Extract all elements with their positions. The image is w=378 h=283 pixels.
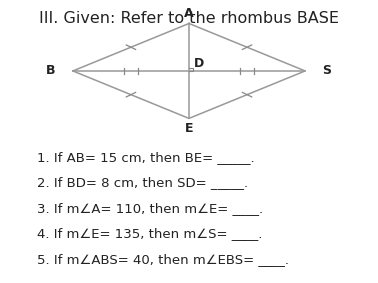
Text: 1. If AB= 15 cm, then BE= _____.: 1. If AB= 15 cm, then BE= _____. <box>37 151 254 164</box>
Text: 4. If m∠E= 135, then m∠S= ____.: 4. If m∠E= 135, then m∠S= ____. <box>37 227 262 240</box>
Text: 3. If m∠A= 110, then m∠E= ____.: 3. If m∠A= 110, then m∠E= ____. <box>37 202 263 215</box>
Text: A: A <box>184 7 194 20</box>
Text: B: B <box>46 65 56 78</box>
Text: 2. If BD= 8 cm, then SD= _____.: 2. If BD= 8 cm, then SD= _____. <box>37 176 248 189</box>
Text: E: E <box>185 122 193 135</box>
Text: III. Given: Refer to the rhombus BASE: III. Given: Refer to the rhombus BASE <box>39 11 339 26</box>
Text: S: S <box>322 65 332 78</box>
Text: 5. If m∠ABS= 40, then m∠EBS= ____.: 5. If m∠ABS= 40, then m∠EBS= ____. <box>37 253 288 266</box>
Text: D: D <box>194 57 204 70</box>
